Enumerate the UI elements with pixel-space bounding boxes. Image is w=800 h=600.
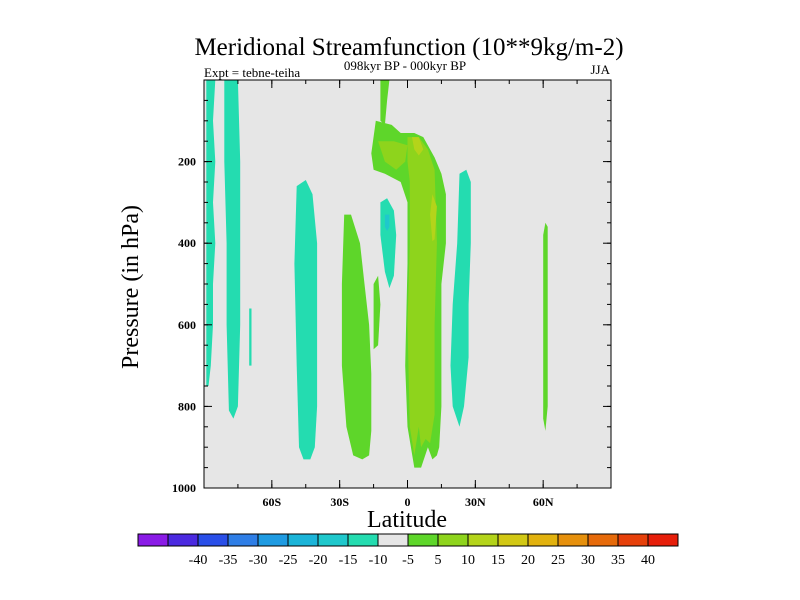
y-tick-label: 400 [178,236,196,250]
colorbar-bin [227,533,259,547]
x-tick-label: 60S [262,495,281,509]
colorbar-bin [257,533,289,547]
contour-region-3 [294,180,318,460]
colorbar-label: 15 [491,553,505,568]
contour-region-11 [378,141,408,170]
contour-region-1 [224,80,241,419]
colorbar-bin [347,533,379,547]
contour-region-0 [206,80,216,386]
contour-region-4 [380,198,397,289]
colorbar-label: 10 [461,553,475,568]
y-tick-label: 800 [178,399,196,413]
x-axis-label: Latitude [367,507,447,533]
subtitle-right: JJA [590,62,610,77]
subtitle-center: 098kyr BP - 000kyr BP [344,58,466,73]
contour-region-7 [341,214,372,460]
colorbar-bin [437,533,469,547]
colorbar-bin [287,533,319,547]
x-tick-label: 30N [465,495,486,509]
contour-regions [206,80,548,468]
colorbar-bin [377,533,409,547]
colorbar-bin [167,533,199,547]
colorbar-label: 20 [521,553,535,568]
contour-region-13 [412,137,424,156]
colorbar-label: -25 [279,553,298,568]
contour-region-6 [450,169,471,427]
colorbar-bin [647,533,679,547]
subtitle-left: Expt = tebne-teiha [204,65,300,80]
contour-region-15 [543,222,548,431]
colorbar-label: -40 [189,553,208,568]
colorbar-bin [587,533,619,547]
x-tick-label: 30S [330,495,349,509]
colorbar-label: 5 [435,553,442,568]
colorbar-label: -15 [339,553,358,568]
x-tick-label: 60N [533,495,554,509]
colorbar-bin [527,533,559,547]
colorbar-label: 40 [641,553,655,568]
chart-title: Meridional Streamfunction (10**9kg/m-2) [194,34,623,61]
colorbar-bin [407,533,439,547]
colorbar: -40 -35 -30 -25 -20 -15 -10 -5 5 10 15 20 25 30 35 40 [137,533,679,568]
y-axis-label: Pressure (in hPa) [118,205,144,369]
colorbar-label: -10 [369,553,388,568]
contour-region-14 [430,194,437,242]
colorbar-label: 25 [551,553,565,568]
y-tick-label: 600 [178,318,196,332]
contour-region-8 [373,275,381,350]
colorbar-label: -35 [219,553,238,568]
plot-area: 60S 30S 0 30N 60N 200 400 600 800 1000 [172,79,612,509]
colorbar-bin [197,533,229,547]
x-tick-label: 0 [405,495,411,509]
colorbar-bin [557,533,589,547]
contour-region-5 [384,214,390,231]
colorbar-label: 35 [611,553,625,568]
colorbar-label: -20 [309,553,328,568]
colorbar-label: -30 [249,553,268,568]
colorbar-bin [317,533,349,547]
colorbar-bin [467,533,499,547]
colorbar-label: 30 [581,553,595,568]
contour-region-12 [407,137,437,456]
colorbar-label: -5 [402,553,414,568]
colorbar-bin [497,533,529,547]
axis-ticks: 60S 30S 0 30N 60N 200 400 600 800 1000 [172,80,612,509]
y-tick-label: 1000 [172,481,196,495]
contour-region-9 [380,80,390,125]
colorbar-bin [617,533,649,547]
colorbar-bin [137,533,169,547]
y-tick-label: 200 [178,155,196,169]
contour-region-2 [249,308,252,366]
